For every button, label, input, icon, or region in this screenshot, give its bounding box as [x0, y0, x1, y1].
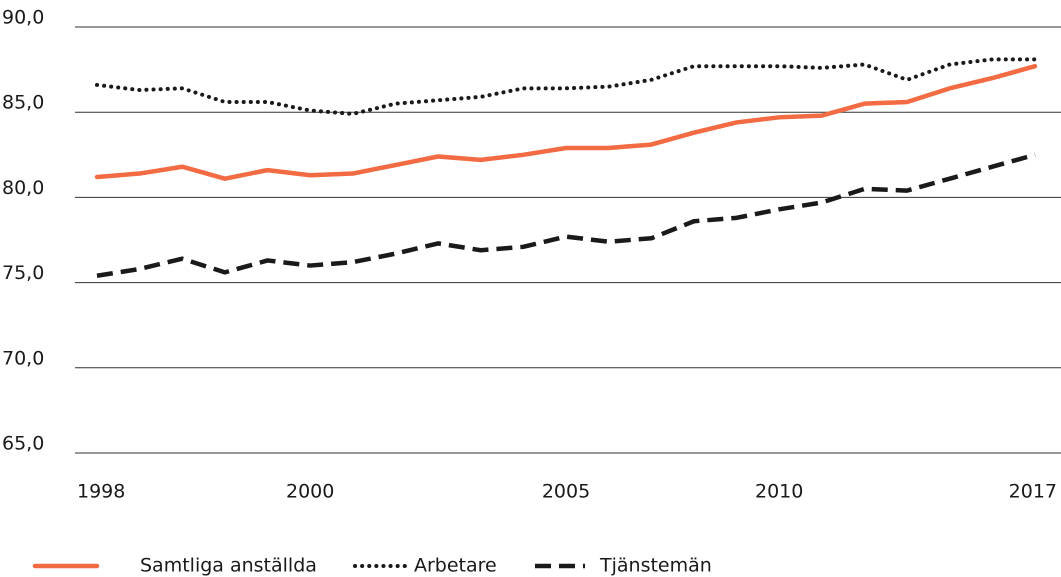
y-tick-label: 90,0: [2, 7, 44, 29]
y-tick-label: 70,0: [2, 347, 44, 369]
x-tick-label: 2017: [1009, 481, 1057, 503]
series-line: [95, 57, 1037, 116]
legend-label: Tjänstemän: [599, 555, 712, 577]
x-tick-label: 1998: [77, 481, 125, 503]
x-tick-label: 2010: [755, 481, 803, 503]
legend-label: Samtliga anställda: [140, 555, 317, 577]
legend-label: Arbetare: [414, 555, 497, 577]
series-line: [94, 63, 1038, 181]
y-tick-label: 85,0: [2, 92, 44, 114]
x-tick-label: 2005: [542, 481, 590, 503]
series-line: [96, 152, 1036, 279]
y-tick-label: 65,0: [2, 433, 44, 455]
y-tick-label: 75,0: [2, 262, 44, 284]
y-tick-label: 80,0: [2, 177, 44, 199]
x-tick-label: 2000: [286, 481, 334, 503]
